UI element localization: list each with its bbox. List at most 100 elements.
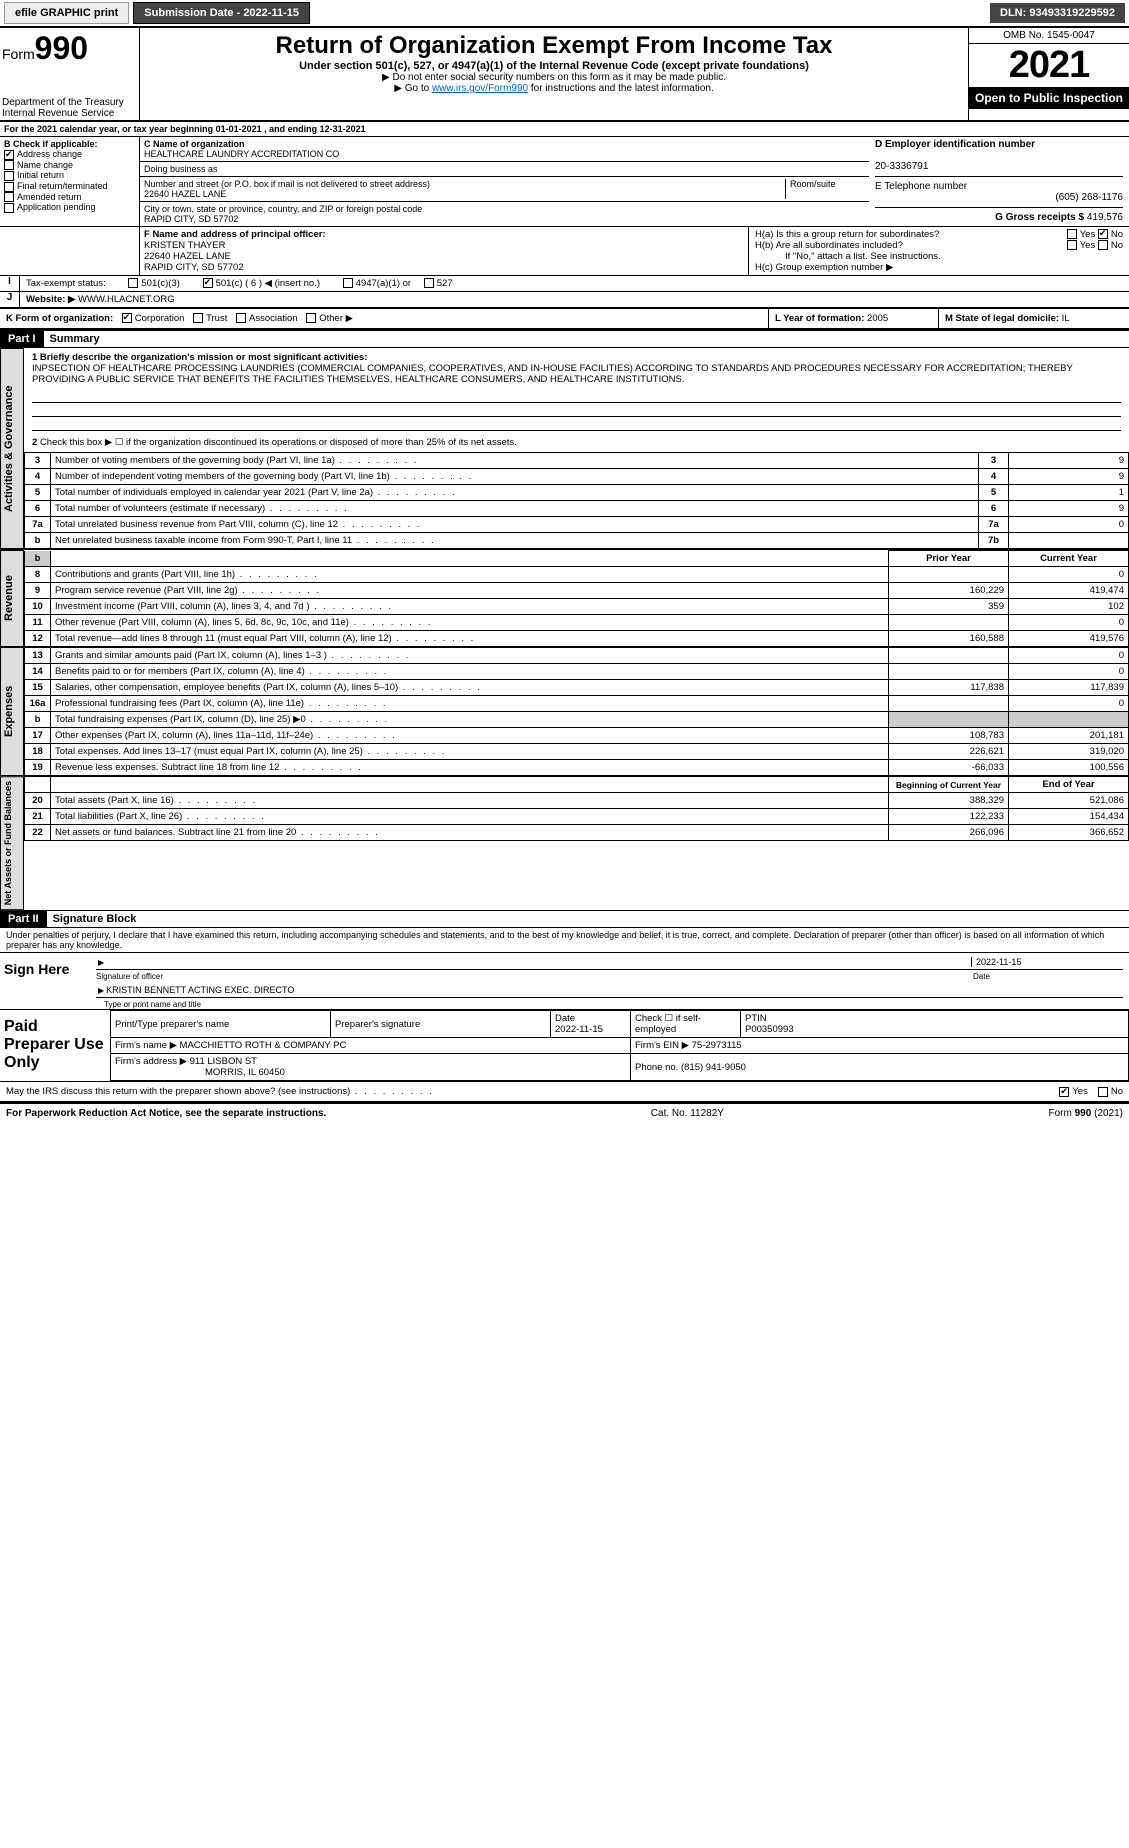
discuss-no[interactable]: No (1098, 1086, 1123, 1097)
table-row: 14Benefits paid to or for members (Part … (25, 664, 1129, 680)
table-row: 5Total number of individuals employed in… (25, 485, 1129, 501)
goto-post: for instructions and the latest informat… (528, 83, 714, 94)
section-i: I Tax-exempt status: 501(c)(3) 501(c) ( … (0, 276, 1129, 292)
chk-name-change[interactable]: Name change (4, 160, 135, 171)
prep-date-val: 2022-11-15 (555, 1024, 603, 1035)
part1-header: Part I Summary (0, 330, 1129, 348)
tax-year: 2021 (969, 44, 1129, 87)
table-row: 9Program service revenue (Part VIII, lin… (25, 583, 1129, 599)
line2-text: Check this box ▶ ☐ if the organization d… (40, 437, 517, 448)
table-row: 11Other revenue (Part VIII, column (A), … (25, 615, 1129, 631)
end-year-header: End of Year (1009, 777, 1129, 793)
mission-text: INPSECTION OF HEALTHCARE PROCESSING LAUN… (32, 363, 1073, 385)
opt-assoc[interactable]: Association (236, 313, 298, 324)
section-j: J Website: ▶ WWW.HLACNET.ORG (0, 292, 1129, 309)
form-title: Return of Organization Exempt From Incom… (150, 32, 958, 60)
opt-4947[interactable]: 4947(a)(1) or (343, 278, 411, 289)
firm-phone-label: Phone no. (635, 1062, 678, 1073)
opt-527[interactable]: 527 (424, 278, 453, 289)
blank-line (32, 405, 1121, 417)
discuss-row: May the IRS discuss this return with the… (0, 1082, 1129, 1103)
opt-other[interactable]: Other ▶ (306, 313, 353, 324)
tax-status-label: Tax-exempt status: (26, 278, 106, 289)
section-klm: K Form of organization: Corporation Trus… (0, 309, 1129, 330)
opt-501c[interactable]: 501(c) ( 6 ) ◀ (insert no.) (203, 278, 320, 289)
k-label: K Form of organization: (6, 313, 113, 324)
table-row: 4Number of independent voting members of… (25, 469, 1129, 485)
form-number: Form990 (2, 30, 133, 67)
table-row: 22Net assets or fund balances. Subtract … (25, 825, 1129, 841)
opt-trust[interactable]: Trust (193, 313, 227, 324)
preparer-row1: Print/Type preparer's name Preparer's si… (111, 1011, 1129, 1038)
part1-bar: Part I (0, 331, 44, 347)
dln-badge: DLN: 93493319229592 (990, 3, 1125, 23)
table-row: 10Investment income (Part VIII, column (… (25, 599, 1129, 615)
org-name: HEALTHCARE LAUNDRY ACCREDITATION CO (144, 149, 339, 159)
ssn-note: ▶ Do not enter social security numbers o… (150, 72, 958, 83)
opt-501c3[interactable]: 501(c)(3) (128, 278, 180, 289)
table-row: 15Salaries, other compensation, employee… (25, 680, 1129, 696)
chk-final-return[interactable]: Final return/terminated (4, 181, 135, 192)
hb-note: If "No," attach a list. See instructions… (755, 251, 1123, 262)
opt-corp[interactable]: Corporation (122, 313, 185, 324)
chk-address-change[interactable]: Address change (4, 149, 135, 160)
prep-date-label: Date (555, 1013, 575, 1024)
ptin-value: P00350993 (745, 1024, 794, 1035)
prep-name-label: Print/Type preparer's name (111, 1011, 331, 1038)
ha-yesno[interactable]: Yes No (1067, 229, 1123, 240)
table-row: 8Contributions and grants (Part VIII, li… (25, 567, 1129, 583)
gross-label: G Gross receipts $ (995, 212, 1084, 223)
phone-value: (605) 268-1176 (875, 192, 1123, 203)
ptin-label: PTIN (745, 1013, 767, 1024)
form-subtitle: Under section 501(c), 527, or 4947(a)(1)… (150, 60, 958, 72)
sig-officer-label: Signature of officer (96, 972, 973, 981)
table-row: bTotal fundraising expenses (Part IX, co… (25, 712, 1129, 728)
discuss-yes[interactable]: Yes (1059, 1086, 1088, 1097)
prep-sig-label: Preparer's signature (331, 1011, 551, 1038)
addr-label: Number and street (or P.O. box if mail i… (144, 179, 430, 189)
box-b: B Check if applicable: Address change Na… (0, 137, 140, 226)
top-bar: efile GRAPHIC print Submission Date - 20… (0, 0, 1129, 26)
gross-value: 419,576 (1087, 212, 1123, 223)
paid-preparer-label: Paid Preparer Use Only (0, 1010, 110, 1081)
footer-left: For Paperwork Reduction Act Notice, see … (6, 1108, 326, 1119)
table-row: 18Total expenses. Add lines 13–17 (must … (25, 744, 1129, 760)
table-row: 16aProfessional fundraising fees (Part I… (25, 696, 1129, 712)
governance-block: Activities & Governance 1 Briefly descri… (0, 348, 1129, 549)
firm-ein: 75-2973115 (692, 1040, 742, 1051)
sig-date-value: 2022-11-15 (971, 957, 1121, 967)
netassets-block: Net Assets or Fund Balances Beginning of… (0, 776, 1129, 910)
dept-treasury: Department of the Treasury (2, 97, 133, 108)
goto-note: ▶ Go to www.irs.gov/Form990 for instruct… (150, 83, 958, 94)
efile-badge: efile GRAPHIC print (4, 2, 129, 24)
sig-officer-field[interactable] (106, 957, 971, 967)
mission-label: 1 Briefly describe the organization's mi… (32, 352, 367, 363)
chk-application-pending[interactable]: Application pending (4, 202, 135, 213)
form-word: Form (2, 46, 35, 62)
chk-initial-return[interactable]: Initial return (4, 170, 135, 181)
m-value: IL (1062, 313, 1070, 324)
city-value: RAPID CITY, SD 57702 (144, 214, 238, 224)
dba-label: Doing business as (144, 164, 218, 174)
table-row: 19Revenue less expenses. Subtract line 1… (25, 760, 1129, 776)
hb-yesno[interactable]: Yes No (1067, 240, 1123, 251)
firm-ein-label: Firm's EIN ▶ (635, 1040, 689, 1051)
sig-date-label: Date (973, 972, 1123, 981)
form-990-num: 990 (35, 30, 88, 66)
revenue-block: Revenue b Prior Year Current Year 8Contr… (0, 549, 1129, 647)
declaration-text: Under penalties of perjury, I declare th… (0, 928, 1129, 952)
prep-selfemp[interactable]: Check ☐ if self-employed (631, 1011, 741, 1038)
ha-label: H(a) Is this a group return for subordin… (755, 229, 939, 240)
part2-bar: Part II (0, 911, 47, 927)
l-label: L Year of formation: (775, 313, 864, 324)
c-name-label: C Name of organization (144, 139, 245, 149)
section-bcdeg: B Check if applicable: Address change Na… (0, 137, 1129, 227)
rev-table: b Prior Year Current Year 8Contributions… (24, 550, 1129, 647)
box-c: C Name of organization HEALTHCARE LAUNDR… (140, 137, 869, 226)
room-label: Room/suite (790, 179, 836, 189)
officer-addr1: 22640 HAZEL LANE (144, 251, 231, 262)
firm-name: MACCHIETTO ROTH & COMPANY PC (180, 1040, 347, 1051)
chk-amended-return[interactable]: Amended return (4, 192, 135, 203)
gov-table: 3Number of voting members of the governi… (24, 452, 1129, 549)
irs-link[interactable]: www.irs.gov/Form990 (432, 83, 528, 94)
